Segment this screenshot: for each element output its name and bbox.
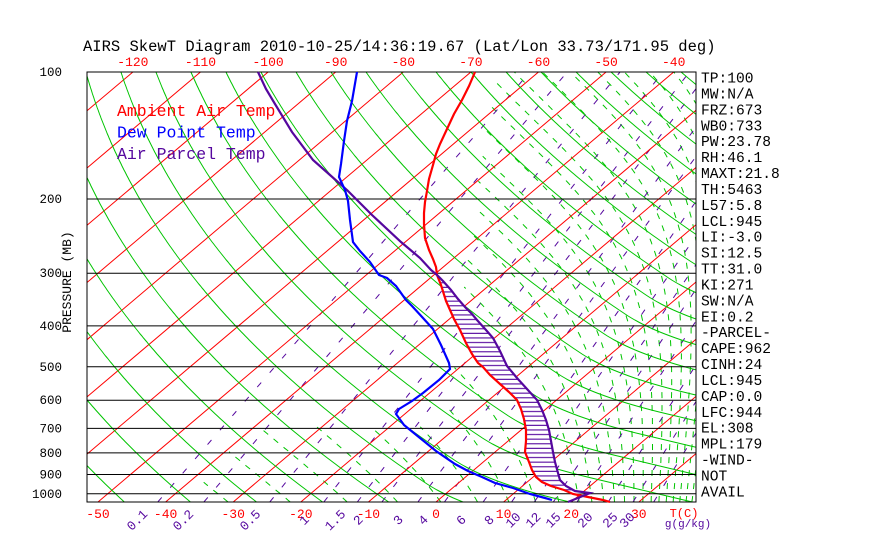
svg-text:1000: 1000 (32, 488, 62, 502)
svg-text:400: 400 (39, 320, 62, 334)
svg-text:KI:271: KI:271 (701, 279, 754, 295)
svg-text:-PARCEL-: -PARCEL- (701, 326, 771, 342)
svg-text:-80: -80 (392, 55, 415, 70)
svg-text:-120: -120 (117, 55, 148, 70)
svg-text:WB0:733: WB0:733 (701, 119, 762, 135)
svg-text:PW:23.78: PW:23.78 (701, 135, 771, 151)
svg-text:-40: -40 (662, 55, 685, 70)
svg-text:-40: -40 (154, 507, 177, 522)
svg-text:-90: -90 (324, 55, 347, 70)
svg-text:500: 500 (39, 361, 62, 375)
svg-text:LFC:944: LFC:944 (701, 406, 763, 422)
svg-text:RH:46.1: RH:46.1 (701, 151, 763, 167)
svg-text:0: 0 (432, 507, 440, 522)
svg-text:EI:0.2: EI:0.2 (701, 310, 754, 326)
svg-text:CAPE:962: CAPE:962 (701, 342, 771, 358)
svg-text:200: 200 (39, 193, 62, 207)
svg-text:SW:N/A: SW:N/A (701, 294, 754, 310)
svg-text:900: 900 (39, 469, 62, 483)
svg-text:-20: -20 (289, 507, 312, 522)
svg-text:FRZ:673: FRZ:673 (701, 103, 762, 119)
svg-text:AIRS SkewT Diagram 2010-10-25/: AIRS SkewT Diagram 2010-10-25/14:36:19.6… (83, 38, 716, 56)
svg-text:MW:N/A: MW:N/A (701, 87, 754, 103)
svg-text:TH:5463: TH:5463 (701, 183, 762, 199)
svg-text:T(C): T(C) (670, 507, 699, 521)
svg-text:-70: -70 (459, 55, 482, 70)
svg-text:L57:5.8: L57:5.8 (701, 199, 762, 215)
svg-text:-10: -10 (357, 507, 380, 522)
svg-text:700: 700 (39, 422, 62, 436)
svg-text:CAP:0.0: CAP:0.0 (701, 390, 762, 406)
svg-text:LCL:945: LCL:945 (701, 215, 762, 231)
svg-text:-60: -60 (527, 55, 550, 70)
svg-text:100: 100 (39, 66, 62, 80)
svg-text:LCL:945: LCL:945 (701, 374, 762, 390)
svg-text:g(g/kg): g(g/kg) (665, 519, 711, 531)
svg-text:AVAIL: AVAIL (701, 485, 745, 501)
svg-text:EL:308: EL:308 (701, 422, 754, 438)
svg-text:-30: -30 (221, 507, 244, 522)
svg-text:Ambient Air Temp: Ambient Air Temp (117, 102, 275, 121)
svg-text:600: 600 (39, 394, 62, 408)
svg-text:20: 20 (563, 507, 579, 522)
svg-text:-100: -100 (252, 55, 283, 70)
svg-text:LI:-3.0: LI:-3.0 (701, 231, 762, 247)
svg-text:-50: -50 (86, 507, 109, 522)
svg-text:-WIND-: -WIND- (701, 454, 754, 470)
svg-text:-50: -50 (594, 55, 617, 70)
svg-text:Dew Point Temp: Dew Point Temp (117, 124, 256, 143)
svg-text:PRESSURE (MB): PRESSURE (MB) (60, 231, 75, 332)
svg-text:MAXT:21.8: MAXT:21.8 (701, 167, 780, 183)
svg-text:NOT: NOT (701, 470, 728, 486)
svg-text:800: 800 (39, 447, 62, 461)
svg-text:TP:100: TP:100 (701, 72, 754, 88)
svg-text:MPL:179: MPL:179 (701, 438, 762, 454)
svg-text:-110: -110 (185, 55, 216, 70)
svg-text:SI:12.5: SI:12.5 (701, 247, 762, 263)
svg-text:Air Parcel Temp: Air Parcel Temp (117, 145, 266, 164)
svg-text:300: 300 (39, 267, 62, 281)
svg-text:30: 30 (631, 507, 647, 522)
svg-text:CINH:24: CINH:24 (701, 358, 763, 374)
svg-text:TT:31.0: TT:31.0 (701, 263, 762, 279)
svg-text:10: 10 (496, 507, 512, 522)
